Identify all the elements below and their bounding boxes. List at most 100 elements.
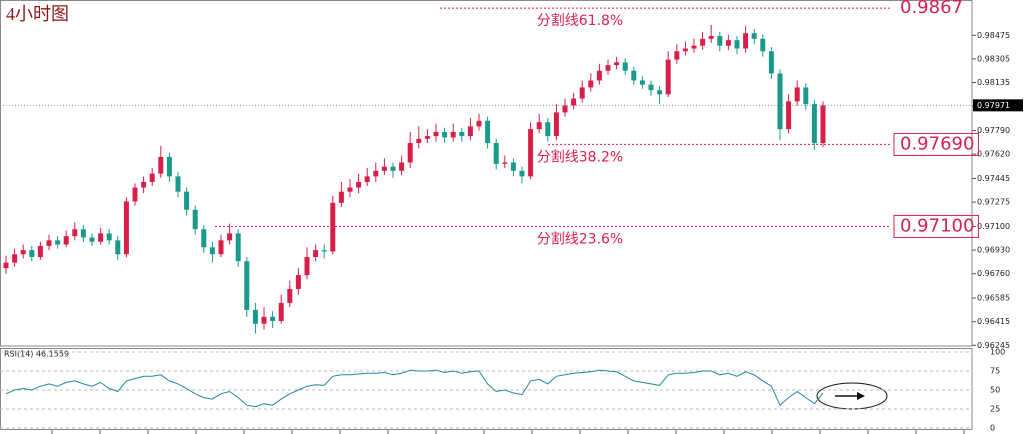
candle-body — [665, 59, 671, 95]
candle-body — [89, 237, 95, 242]
current-price-box — [973, 99, 1023, 112]
candle-body — [381, 166, 387, 171]
candle-body — [794, 87, 800, 102]
candle-body — [700, 38, 706, 46]
fib-level-box — [893, 214, 979, 238]
candle-body — [330, 202, 336, 252]
candle-body — [768, 51, 774, 74]
candle-body — [786, 101, 792, 130]
candle-body — [476, 120, 482, 127]
candle-body — [287, 289, 293, 303]
candle-body — [571, 98, 577, 106]
candle-body — [209, 247, 215, 255]
candle-body — [252, 309, 258, 324]
fib-level-price: 0.97100 — [900, 215, 974, 236]
candle-body — [63, 236, 69, 245]
y-tick-label: 75 — [990, 367, 1000, 376]
candle-body — [106, 233, 112, 241]
candle-body — [596, 70, 602, 81]
candle-body — [373, 170, 379, 177]
candle-body — [579, 87, 585, 99]
candle-body — [416, 138, 422, 144]
candle-body — [399, 162, 405, 171]
candle-body — [158, 156, 164, 174]
y-tick-label: 0.96415 — [977, 317, 1010, 326]
candle-body — [743, 33, 749, 49]
annotation-arrowhead — [857, 392, 865, 400]
candle-body — [227, 233, 233, 241]
candle-body — [218, 240, 224, 255]
candle-body — [12, 254, 18, 263]
candle-body — [201, 229, 207, 248]
candle-body — [528, 129, 534, 177]
candle-body — [820, 105, 826, 144]
candle-body — [424, 136, 430, 139]
candle-body — [717, 35, 723, 46]
candle-body — [235, 233, 241, 262]
y-tick-label: 0.97100 — [977, 222, 1010, 231]
y-tick-label: 0.98305 — [977, 54, 1010, 63]
candle-body — [321, 250, 327, 252]
candle-body — [166, 156, 172, 177]
fib-level-box — [893, 132, 979, 156]
candle-body — [72, 229, 78, 237]
y-tick-label: 25 — [990, 405, 1000, 414]
candle-body — [760, 38, 766, 52]
candle-body — [682, 48, 688, 52]
y-tick-label: 0.97275 — [977, 198, 1010, 207]
candle-body — [98, 233, 104, 242]
candle-body — [450, 131, 456, 138]
candle-body — [390, 166, 396, 171]
rsi-panel — [0, 348, 973, 430]
y-tick-label: 0.96585 — [977, 294, 1010, 303]
candle-body — [485, 120, 491, 144]
y-tick-label: 0.97445 — [977, 174, 1010, 183]
y-tick-label: 0.98475 — [977, 31, 1010, 40]
candle-body — [553, 112, 559, 137]
candle-body — [46, 240, 52, 246]
candle-body — [295, 275, 301, 289]
y-tick-label: 0.96930 — [977, 246, 1010, 255]
candle-body — [347, 187, 353, 192]
y-tick-label: 0 — [990, 424, 995, 433]
candle-body — [708, 35, 714, 39]
candle-body — [123, 201, 129, 255]
candle-body — [639, 80, 645, 85]
candle-body — [459, 131, 465, 137]
y-tick-label: 100 — [990, 348, 1005, 357]
candle-body — [588, 80, 594, 88]
candle-body — [562, 105, 568, 113]
candle-body — [725, 40, 731, 46]
candle-body — [141, 181, 147, 188]
candle-body — [502, 162, 508, 164]
candle-body — [175, 176, 181, 192]
candle-body — [691, 45, 697, 49]
candle-body — [364, 176, 370, 182]
candle-body — [192, 209, 198, 230]
candle-body — [622, 62, 628, 71]
candle-body — [184, 191, 190, 210]
candle-body — [493, 143, 499, 164]
candle-body — [304, 257, 310, 276]
y-tick-label: 0.96760 — [977, 269, 1010, 278]
fib-level-name: 分割线23.6% — [537, 230, 623, 247]
rsi-line — [5, 369, 824, 408]
candle-body — [132, 187, 138, 202]
fib-level-name: 分割线38.2% — [537, 148, 623, 165]
candle-body — [356, 181, 362, 188]
y-tick-label: 50 — [990, 386, 1000, 395]
y-tick-label: 0.97790 — [977, 126, 1010, 135]
candle-body — [657, 90, 663, 95]
candle-body — [278, 302, 284, 321]
candle-body — [605, 65, 611, 71]
y-tick-label: 0.96245 — [977, 341, 1010, 350]
candle-body — [20, 250, 26, 255]
candle-body — [80, 229, 86, 238]
candle-body — [313, 250, 319, 258]
candle-body — [442, 131, 448, 138]
rsi-title: RSI(14) 46.1559 — [4, 350, 69, 359]
candle-body — [536, 122, 542, 130]
candle-body — [467, 126, 473, 137]
y-tick-label: 0.98135 — [977, 78, 1010, 87]
